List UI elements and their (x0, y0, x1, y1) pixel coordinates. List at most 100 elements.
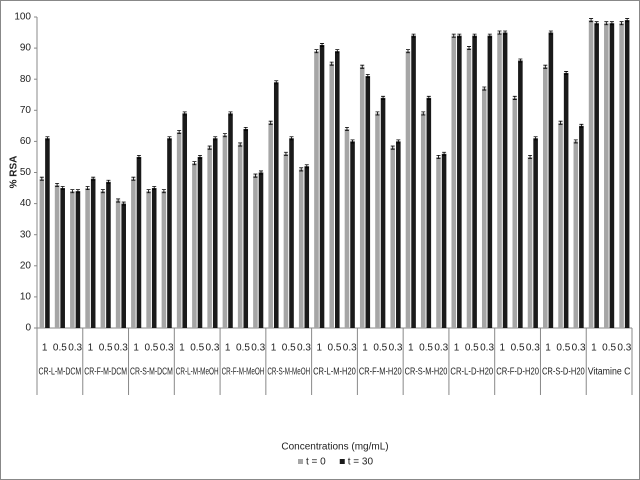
bar (594, 23, 599, 328)
x-tick-label: 0.3 (617, 343, 631, 354)
bar (115, 200, 121, 328)
legend-label: t = 30 (348, 457, 374, 468)
bar (466, 48, 472, 328)
bar (314, 51, 319, 329)
error-bar (375, 111, 380, 116)
error-bar (573, 139, 578, 144)
bar (258, 172, 264, 328)
bar (335, 51, 340, 329)
error-bar (619, 21, 624, 26)
bar (558, 122, 563, 329)
x-tick-label: 0.3 (251, 343, 265, 354)
bar (518, 60, 523, 328)
error-bar (207, 145, 212, 150)
bar (131, 178, 136, 328)
error-bar (421, 111, 426, 116)
x-tick-label: 0.3 (526, 343, 540, 354)
error-bar (467, 46, 472, 51)
error-bar (106, 179, 111, 184)
error-bar (222, 133, 227, 138)
bar (420, 113, 426, 328)
x-tick-label: 0.5 (99, 343, 113, 354)
group-label: CR-S-M-DCM (130, 367, 173, 378)
x-tick-label: 1 (42, 343, 48, 354)
error-bar (100, 189, 105, 194)
bar (487, 35, 493, 328)
error-bar (487, 33, 492, 38)
bar (60, 188, 65, 328)
error-bar (350, 139, 355, 144)
group-label: CR-F-M-DCM (84, 367, 127, 378)
bar (243, 128, 249, 328)
bar (176, 132, 182, 328)
error-bar (329, 61, 334, 66)
error-bar (274, 80, 279, 85)
error-bar (213, 136, 218, 141)
bar (161, 191, 167, 328)
x-tick-label: 0.5 (556, 343, 570, 354)
error-bar (390, 145, 395, 150)
x-tick-label: 1 (88, 343, 94, 354)
bar (543, 66, 548, 328)
bar (100, 191, 106, 328)
error-bar (604, 21, 609, 26)
bar (619, 23, 624, 328)
error-bar (344, 127, 349, 131)
error-bar (457, 33, 462, 38)
x-tick-label: 0.5 (465, 343, 479, 354)
error-bar (548, 30, 553, 35)
y-axis-title: % RSA (9, 156, 20, 189)
bar (237, 144, 243, 328)
error-bar (268, 120, 273, 125)
error-bar (564, 71, 569, 75)
x-tick-label: 0.5 (282, 343, 296, 354)
error-bar (365, 74, 370, 79)
error-bar (131, 176, 136, 181)
bar (579, 125, 584, 328)
bar (39, 178, 45, 328)
x-tick-label: 0.5 (236, 343, 250, 354)
error-bar (152, 186, 157, 191)
y-tick-label: 90 (20, 43, 32, 54)
error-bar (320, 43, 325, 47)
group-label: CR-S-D-H20 (542, 367, 585, 378)
x-tick-label: 0.3 (572, 343, 586, 354)
bar (573, 141, 579, 328)
bar (289, 138, 294, 328)
error-bar (243, 127, 248, 131)
error-bar (161, 189, 166, 194)
x-tick-label: 0.3 (297, 343, 311, 354)
bar (228, 113, 233, 328)
error-bar (405, 49, 410, 54)
error-bar (558, 120, 563, 125)
error-bar (146, 189, 151, 194)
y-tick-label: 50 (20, 167, 32, 178)
error-bar (497, 30, 502, 35)
x-tick-label: 1 (133, 343, 139, 354)
group-label: CR-S-M-MeOH (267, 367, 310, 378)
y-tick-label: 100 (14, 12, 31, 23)
x-tick-label: 0.3 (68, 343, 82, 354)
x-tick-label: 0.5 (373, 343, 387, 354)
bar (441, 153, 447, 328)
bar (75, 191, 81, 328)
y-tick-label: 10 (20, 292, 32, 303)
error-bar (609, 21, 614, 26)
x-tick-label: 0.3 (160, 343, 174, 354)
bar (54, 184, 60, 328)
x-tick-label: 1 (271, 343, 277, 354)
group-label: CR-L-D-H20 (450, 367, 493, 378)
bar (106, 181, 111, 328)
group-label: CR-L-M-DCM (39, 367, 82, 378)
error-bar (594, 21, 599, 26)
bar (588, 20, 594, 329)
error-bar (91, 176, 96, 181)
error-bar (411, 33, 416, 38)
x-tick-label: 0.5 (328, 343, 342, 354)
bar (512, 97, 518, 328)
bar (121, 203, 126, 328)
bar (563, 72, 569, 328)
x-tick-label: 0.3 (343, 343, 357, 354)
legend-swatch (339, 459, 345, 464)
x-tick-label: 0.3 (434, 343, 448, 354)
